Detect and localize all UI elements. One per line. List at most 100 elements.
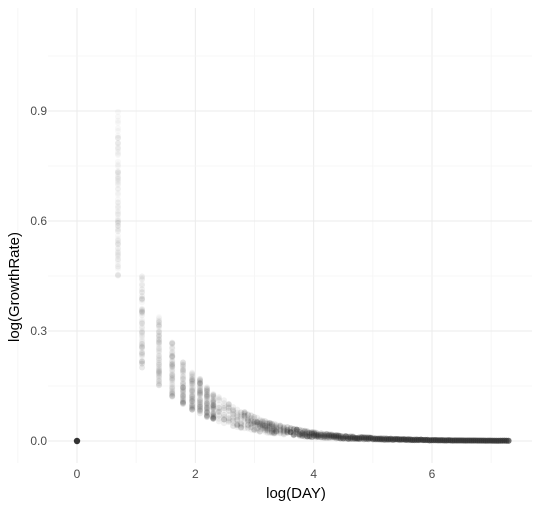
data-point xyxy=(271,423,278,430)
data-point xyxy=(503,437,510,444)
data-point xyxy=(424,436,431,443)
data-point xyxy=(482,437,489,444)
data-point xyxy=(385,435,392,442)
data-point xyxy=(221,405,228,412)
data-point xyxy=(476,437,483,444)
data-point xyxy=(474,437,481,444)
data-point xyxy=(313,434,320,441)
data-point xyxy=(323,433,330,440)
data-point xyxy=(456,437,463,444)
data-point xyxy=(456,437,463,444)
data-point xyxy=(271,430,278,437)
data-point xyxy=(394,435,401,442)
data-point xyxy=(241,421,248,428)
y-tick-label: 0.9 xyxy=(30,104,47,118)
data-point xyxy=(358,434,365,441)
data-point xyxy=(493,437,500,444)
data-point xyxy=(225,407,232,414)
data-point xyxy=(501,437,508,444)
data-point xyxy=(470,437,477,444)
data-point xyxy=(470,437,477,444)
data-point xyxy=(363,435,370,442)
data-point xyxy=(367,435,374,442)
data-point xyxy=(225,401,232,408)
data-point xyxy=(266,420,273,427)
data-point xyxy=(503,437,510,444)
data-point xyxy=(449,437,456,444)
data-point xyxy=(396,437,403,444)
data-point xyxy=(245,421,252,428)
x-tick-label: 2 xyxy=(192,467,199,481)
data-point xyxy=(340,435,347,442)
data-point xyxy=(432,437,439,444)
data-point xyxy=(284,427,291,434)
data-point xyxy=(248,424,255,431)
data-point xyxy=(491,437,498,444)
data-point xyxy=(396,436,403,443)
data-point xyxy=(445,437,452,444)
data-point xyxy=(495,437,502,444)
data-point xyxy=(352,434,359,441)
data-point xyxy=(251,420,258,427)
data-point xyxy=(256,422,263,429)
data-point xyxy=(491,437,498,444)
data-point xyxy=(381,436,388,443)
data-point xyxy=(347,435,354,442)
data-point xyxy=(415,437,422,444)
data-point xyxy=(320,432,327,439)
data-point xyxy=(262,418,269,425)
data-point xyxy=(156,334,162,340)
data-point xyxy=(363,434,370,441)
data-point xyxy=(139,286,145,292)
data-point xyxy=(248,417,255,424)
data-point xyxy=(293,427,300,434)
data-point xyxy=(251,414,258,421)
data-point xyxy=(266,422,273,429)
data-point xyxy=(335,433,342,440)
data-point xyxy=(266,425,273,432)
data-point xyxy=(313,432,320,439)
data-point xyxy=(403,436,410,443)
data-point xyxy=(180,385,186,391)
data-point xyxy=(241,418,248,425)
data-point xyxy=(269,429,276,436)
data-point xyxy=(370,435,377,442)
data-point xyxy=(352,435,359,442)
data-point xyxy=(230,404,237,411)
data-point xyxy=(273,428,280,435)
data-point xyxy=(482,437,489,444)
data-point xyxy=(426,437,433,444)
data-point xyxy=(468,437,475,444)
data-point xyxy=(428,437,435,444)
data-point xyxy=(439,437,446,444)
data-point xyxy=(326,434,333,441)
data-point xyxy=(378,436,385,443)
data-point xyxy=(342,435,349,442)
data-point xyxy=(311,429,318,436)
data-point xyxy=(503,437,510,444)
data-point xyxy=(254,419,261,426)
data-point xyxy=(405,436,412,443)
data-point xyxy=(387,435,394,442)
data-point xyxy=(280,424,287,431)
data-point xyxy=(254,414,261,421)
data-point xyxy=(266,419,273,426)
data-point xyxy=(238,421,245,428)
data-point xyxy=(394,436,401,443)
data-point xyxy=(269,425,276,432)
data-point xyxy=(115,261,121,267)
data-point xyxy=(299,432,306,439)
data-point xyxy=(248,417,255,424)
data-point xyxy=(435,437,442,444)
data-point xyxy=(323,433,330,440)
data-point xyxy=(352,435,359,442)
data-point xyxy=(352,436,359,443)
data-point xyxy=(340,433,347,440)
data-point xyxy=(407,436,414,443)
data-point xyxy=(430,437,437,444)
data-point xyxy=(447,437,454,444)
data-point xyxy=(273,424,280,431)
data-point xyxy=(271,429,278,436)
data-point xyxy=(259,422,266,429)
data-point xyxy=(204,402,210,408)
